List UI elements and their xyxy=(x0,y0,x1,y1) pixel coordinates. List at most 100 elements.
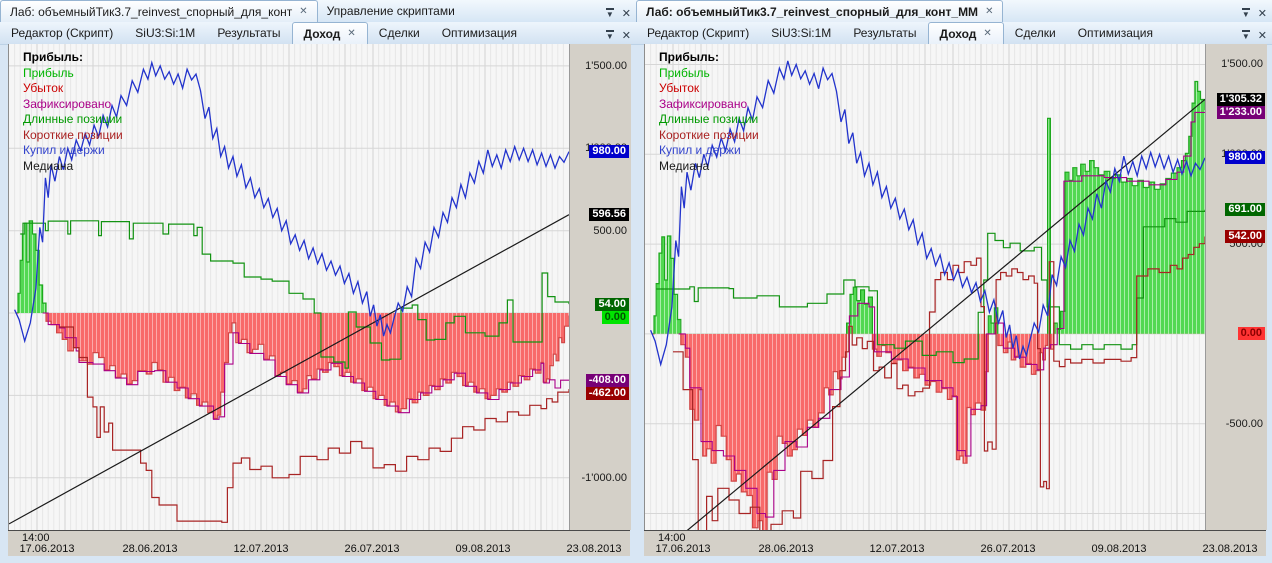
y-axis-value-badge: 1'305.32 xyxy=(1216,92,1265,106)
legend-title: Прибыль: xyxy=(23,50,83,64)
legend-item-1: Убыток xyxy=(23,81,64,95)
x-axis-date-label: 23.08.2013 xyxy=(566,543,622,555)
legend-item-6: Медиана xyxy=(23,158,74,173)
chart-area: Прибыль: Прибыль Убыток Зафиксировано Длинны… xyxy=(0,44,636,563)
doc-bar-icons: ▼ ✕ xyxy=(605,26,631,44)
tab-5[interactable]: Оптимизация xyxy=(1067,22,1164,43)
tab-list-icon[interactable]: ▼ xyxy=(1241,30,1250,41)
doc-tab-label: Оптимизация xyxy=(1077,25,1153,40)
y-axis-value-badge: 980.00 xyxy=(1225,151,1265,165)
legend-item-1: Убыток xyxy=(659,81,700,95)
doc-tab-label: Сделки xyxy=(378,25,420,40)
legend-item-6: Медиана xyxy=(659,158,710,173)
close-icon[interactable]: ✕ xyxy=(1257,30,1267,42)
close-icon[interactable]: ✕ xyxy=(621,30,631,42)
title-tab-label: Лаб: объемныйТик3.7_reinvest_спорный_для… xyxy=(10,4,293,19)
title-tab-label: Управление скриптами xyxy=(326,3,455,18)
chart-area: Прибыль: Прибыль Убыток Зафиксировано Длинны… xyxy=(636,44,1272,563)
y-tick-label: 1'500.00 xyxy=(585,59,627,72)
x-axis-time-label: 14:00 xyxy=(658,532,686,544)
close-icon[interactable]: ✕ xyxy=(621,8,631,20)
y-axis-value-badge: 596.56 xyxy=(589,208,629,222)
tab-close-icon[interactable]: ✕ xyxy=(983,27,992,39)
legend-item-4: Короткие позиции xyxy=(659,127,759,142)
tab-0[interactable]: Редактор (Скрипт) xyxy=(0,22,124,43)
x-axis-date-label: 12.07.2013 xyxy=(869,543,925,555)
tab-list-icon[interactable]: ▼ xyxy=(605,8,614,19)
doc-tab-label: Сделки xyxy=(1014,25,1056,40)
y-axis-value-badge: 0.00 xyxy=(601,310,629,324)
doc-tab-label: SiU3:Si:1M xyxy=(771,25,832,40)
document-tab-bar: Редактор (Скрипт) SiU3:Si:1M Результаты Дох… xyxy=(636,22,1272,45)
title-tab-label: Лаб: объемныйТик3.7_reinvest_спорный_для… xyxy=(646,4,979,19)
y-axis-value-badge: 691.00 xyxy=(1225,203,1265,217)
y-axis-value-badge: 542.00 xyxy=(1225,230,1265,244)
doc-tab-label: Доход xyxy=(303,26,341,41)
tab-0[interactable]: Редактор (Скрипт) xyxy=(636,22,760,43)
legend-title: Прибыль: xyxy=(659,50,719,64)
x-axis-time-label: 14:00 xyxy=(22,532,50,544)
title-tab[interactable]: Управление скриптами xyxy=(318,0,464,21)
legend-item-4: Короткие позиции xyxy=(23,127,123,142)
y-axis-value-badge: -462.00 xyxy=(585,386,629,400)
title-tab[interactable]: Лаб: объемныйТик3.7_reinvest_спорный_для… xyxy=(0,0,318,22)
close-icon[interactable]: ✕ xyxy=(1257,8,1267,20)
x-axis-date-label: 28.06.2013 xyxy=(122,543,178,555)
equity-chart-plot[interactable]: Прибыль: Прибыль Убыток Зафиксировано Длинны… xyxy=(644,44,1205,530)
tab-close-icon[interactable]: ✕ xyxy=(347,27,356,39)
title-bar-icons: ▼ ✕ xyxy=(1241,4,1267,22)
y-axis-value-badge: 1'233.00 xyxy=(1216,105,1265,119)
legend-item-2: Зафиксировано xyxy=(23,96,112,111)
tab-4[interactable]: Сделки xyxy=(1004,22,1067,43)
doc-tab-label: Оптимизация xyxy=(441,25,517,40)
legend-item-0: Прибыль xyxy=(23,65,74,80)
tab-1[interactable]: SiU3:Si:1M xyxy=(760,22,842,43)
y-tick-label: -1'000.00 xyxy=(581,471,627,484)
x-axis-date-label: 09.08.2013 xyxy=(1091,543,1147,555)
title-bar-icons: ▼ ✕ xyxy=(605,4,631,22)
tab-active-3[interactable]: Доход ✕ xyxy=(927,22,1004,44)
tab-list-icon[interactable]: ▼ xyxy=(605,30,614,41)
tab-1[interactable]: SiU3:Si:1M xyxy=(124,22,206,43)
x-axis-date-label: 26.07.2013 xyxy=(344,543,400,555)
x-axis-date-label: 09.08.2013 xyxy=(455,543,511,555)
y-axis-value-badge: -408.00 xyxy=(585,373,629,387)
x-axis[interactable]: 14:00 17.06.2013 28.06.2013 12.07.2013 26.07… xyxy=(8,530,630,556)
legend-item-5: Купил и держи xyxy=(23,143,105,157)
tab-4[interactable]: Сделки xyxy=(368,22,431,43)
y-axis-value-badge: 0.00 xyxy=(1237,327,1265,341)
y-tick-label: 500.00 xyxy=(593,224,627,237)
doc-tab-label: Результаты xyxy=(217,25,281,40)
x-axis-date-label: 12.07.2013 xyxy=(233,543,289,555)
doc-tab-label: Доход xyxy=(939,26,977,41)
tab-active-3[interactable]: Доход ✕ xyxy=(291,22,368,44)
tab-5[interactable]: Оптимизация xyxy=(431,22,528,43)
y-tick-label: -500.00 xyxy=(1225,417,1263,430)
doc-tab-label: SiU3:Si:1M xyxy=(135,25,196,40)
x-axis[interactable]: 14:00 17.06.2013 28.06.2013 12.07.2013 26.07… xyxy=(644,530,1266,556)
chart-window-right: Лаб: объемныйТик3.7_reinvest_спорный_для… xyxy=(636,0,1272,563)
legend-item-0: Прибыль xyxy=(659,65,710,80)
title-tab[interactable]: Лаб: объемныйТик3.7_reinvest_спорный_для… xyxy=(636,0,1004,22)
x-axis-date-label: 26.07.2013 xyxy=(980,543,1036,555)
doc-tab-label: Редактор (Скрипт) xyxy=(647,25,750,40)
tab-list-icon[interactable]: ▼ xyxy=(1241,8,1250,19)
tab-close-icon[interactable]: ✕ xyxy=(985,5,994,17)
tab-close-icon[interactable]: ✕ xyxy=(299,5,308,17)
legend-item-3: Длинные позиции xyxy=(659,112,759,126)
equity-chart-plot[interactable]: Прибыль: Прибыль Убыток Зафиксировано Длинны… xyxy=(8,44,569,530)
legend-item-3: Длинные позиции xyxy=(23,112,123,126)
chart-legend: Прибыль: Прибыль Убыток Зафиксировано Длинны… xyxy=(659,50,759,174)
chart-window-left: Лаб: объемныйТик3.7_reinvest_спорный_для… xyxy=(0,0,636,563)
tab-2[interactable]: Результаты xyxy=(206,22,291,43)
y-tick-label: 1'500.00 xyxy=(1221,58,1263,71)
x-axis-date-label: 28.06.2013 xyxy=(758,543,814,555)
y-axis[interactable]: 1'500.001'000.00500.00-500.001'305.321'2… xyxy=(1205,44,1267,530)
document-tab-bar: Редактор (Скрипт) SiU3:Si:1M Результаты Дох… xyxy=(0,22,636,45)
x-axis-date-label: 17.06.2013 xyxy=(19,543,75,555)
legend-item-2: Зафиксировано xyxy=(659,96,748,111)
window-title-bar: Лаб: объемныйТик3.7_reinvest_спорный_для… xyxy=(636,0,1272,23)
tab-2[interactable]: Результаты xyxy=(842,22,927,43)
y-axis[interactable]: 1'500.001'000.00500.00-500.00-1'000.0098… xyxy=(569,44,631,530)
